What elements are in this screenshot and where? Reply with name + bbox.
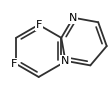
Text: F: F: [36, 20, 42, 30]
Text: N: N: [61, 56, 70, 66]
Text: N: N: [69, 13, 77, 23]
Text: F: F: [11, 59, 17, 69]
